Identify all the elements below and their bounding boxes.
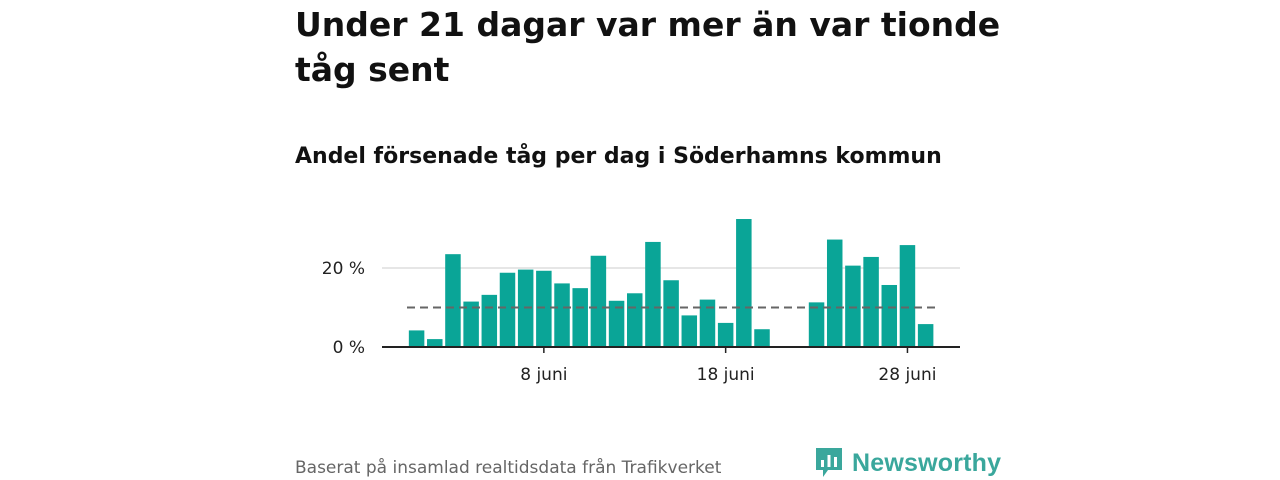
bar (554, 283, 570, 347)
bars-layer (408, 219, 934, 347)
newsworthy-logo[interactable]: Newsworthy (814, 446, 1001, 480)
bar (754, 329, 770, 347)
bar (572, 288, 588, 347)
y-tick-label: 20 % (322, 259, 365, 279)
bar (590, 255, 607, 347)
y-tick-label: 0 % (333, 338, 365, 358)
bar (427, 339, 443, 347)
bar (899, 245, 916, 347)
source-note: Baserat på insamlad realtidsdata från Tr… (295, 458, 722, 478)
bar (881, 284, 898, 347)
bar (736, 219, 752, 347)
bar (536, 270, 552, 347)
bar (608, 300, 625, 347)
bar (681, 315, 698, 347)
axis-layer (382, 346, 960, 353)
bar (499, 272, 516, 347)
x-tick-label: 18 juni (697, 365, 755, 385)
bar (863, 256, 879, 347)
bar (445, 254, 461, 347)
tick-label-layer: 0 % 20 % 8 juni 18 juni 28 juni (322, 259, 937, 385)
chart-title: Under 21 dagar var mer än var tionde tåg… (295, 5, 1001, 89)
x-tick-label: 28 juni (878, 365, 936, 385)
bar (826, 239, 843, 347)
bar (808, 302, 825, 347)
bar (663, 280, 679, 347)
bar (627, 293, 643, 347)
bar-chart-speech-bubble-icon (816, 448, 842, 477)
chart-subtitle: Andel försenade tåg per dag i Söderhamns… (295, 144, 942, 169)
x-tick-label: 8 juni (520, 365, 567, 385)
bar (845, 265, 861, 347)
brand-name: Newsworthy (852, 448, 1002, 477)
bar (917, 324, 934, 347)
bar-chart: 0 % 20 % 8 juni 18 juni 28 juni (322, 219, 960, 385)
bar (481, 294, 498, 347)
bar (408, 330, 425, 347)
bar (699, 299, 716, 347)
bar (645, 241, 661, 347)
bar (717, 322, 734, 347)
bar (463, 301, 479, 347)
